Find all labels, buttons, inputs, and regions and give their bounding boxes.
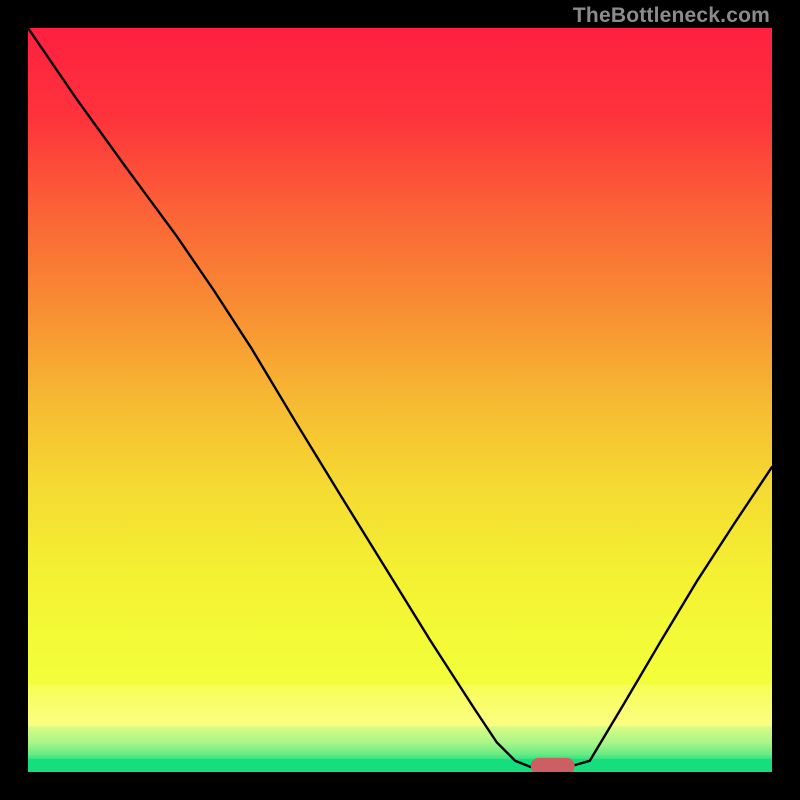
bottleneck-curve [28,28,772,772]
optimal-point-marker [530,758,575,772]
plot-area [28,28,772,772]
watermark-text: TheBottleneck.com [573,4,770,28]
outer-frame: TheBottleneck.com [0,0,800,800]
